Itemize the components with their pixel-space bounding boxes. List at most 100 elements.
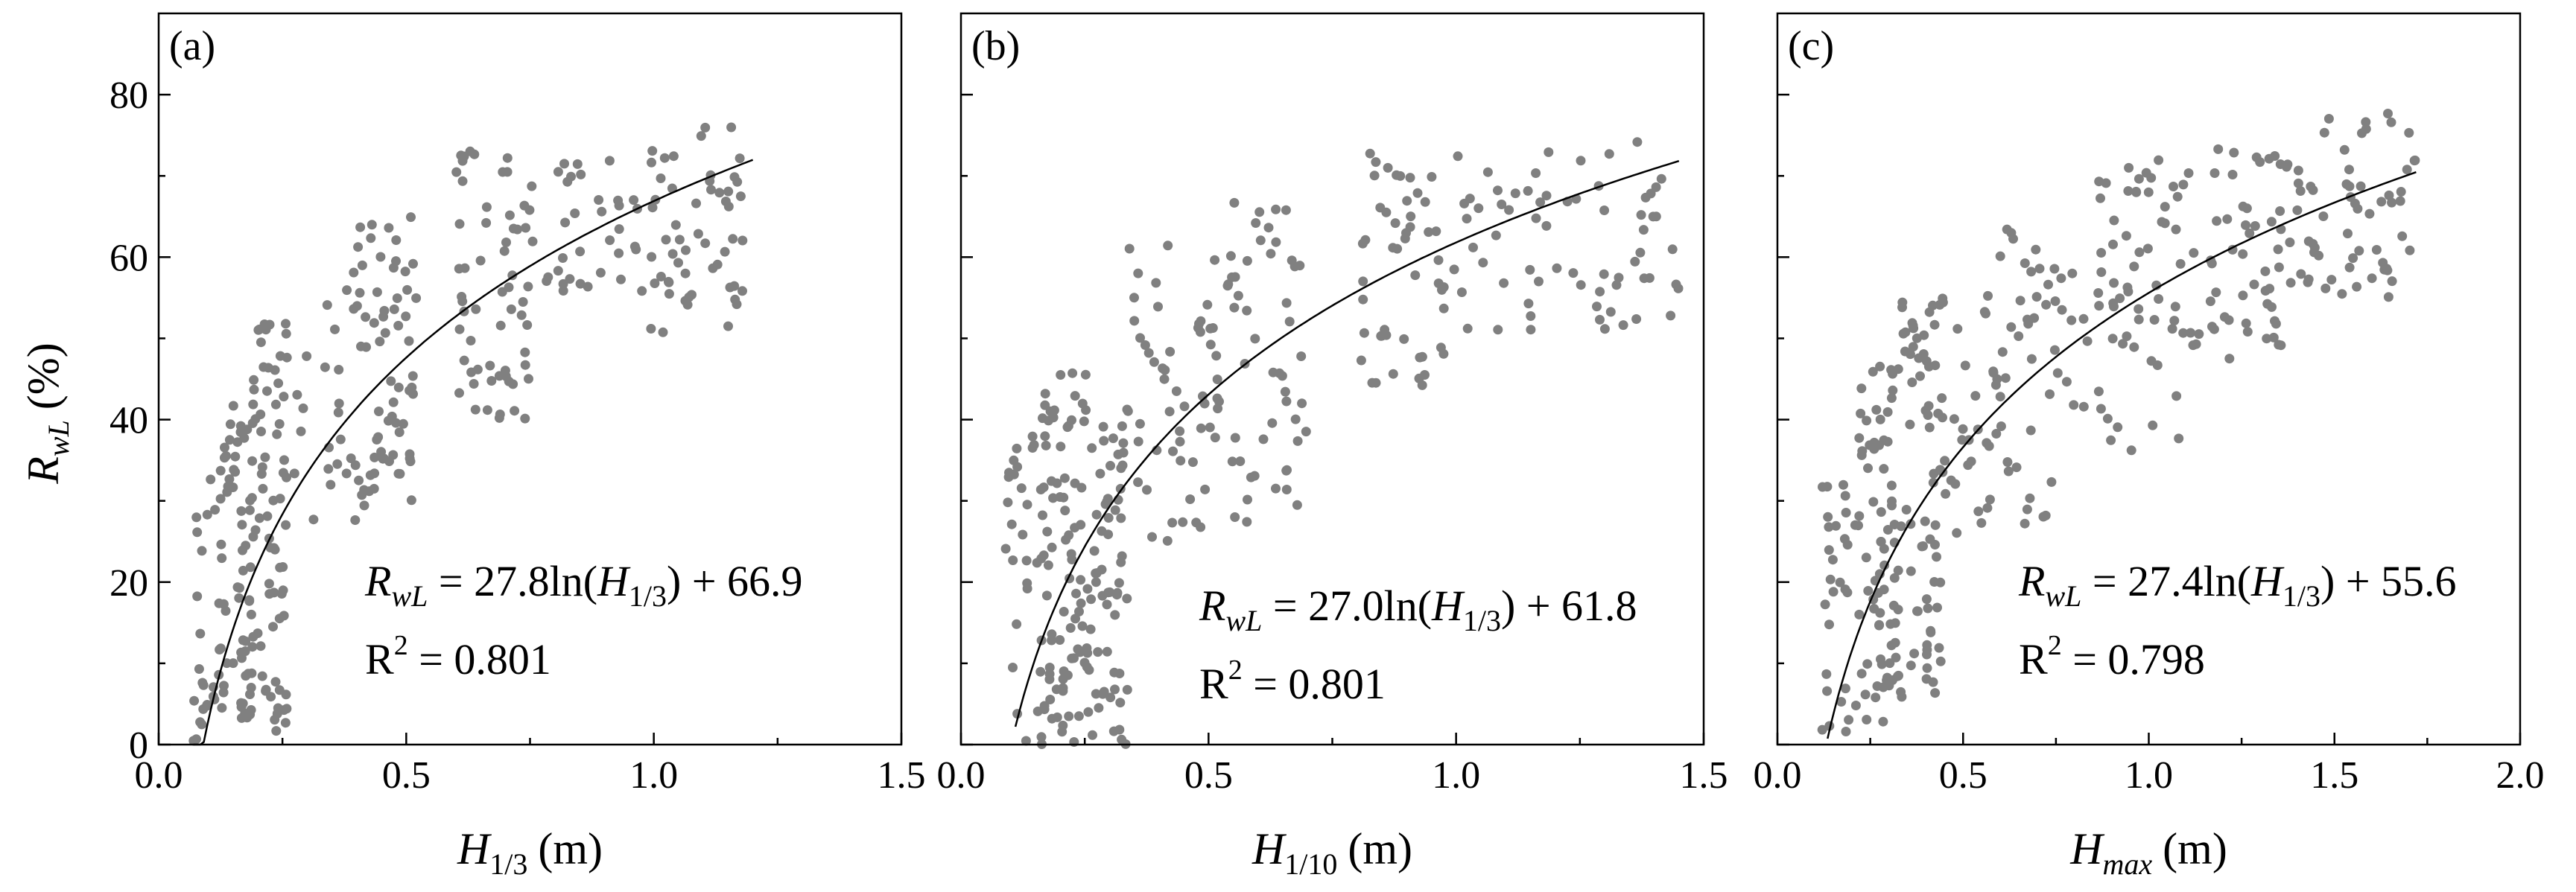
data-point	[1047, 713, 1057, 724]
data-point	[1917, 541, 1927, 552]
data-point	[302, 351, 312, 361]
data-point	[1921, 674, 1932, 684]
data-point	[1108, 726, 1119, 736]
data-point	[1854, 511, 1865, 521]
data-point	[1147, 532, 1157, 542]
data-point	[1176, 456, 1186, 466]
data-point	[1088, 730, 1097, 740]
data-point	[326, 480, 336, 490]
data-point	[1110, 610, 1120, 620]
data-point	[1044, 669, 1055, 679]
data-point	[2303, 236, 2314, 246]
scatter-points	[188, 122, 748, 746]
data-point	[616, 274, 626, 284]
data-point	[1862, 415, 1872, 426]
data-point	[454, 219, 465, 229]
data-point	[706, 185, 716, 195]
data-point	[238, 698, 248, 709]
data-point	[527, 181, 537, 191]
data-point	[1255, 235, 1266, 246]
data-point	[1080, 369, 1091, 380]
data-point	[224, 435, 235, 445]
data-point	[1840, 684, 1850, 694]
data-point	[1089, 546, 1100, 556]
data-point	[693, 229, 703, 239]
data-point	[2404, 127, 2414, 138]
data-point	[1878, 716, 1888, 727]
data-point	[219, 681, 229, 691]
data-point	[1115, 698, 1126, 708]
data-point	[2143, 187, 2154, 197]
data-point	[1051, 684, 1062, 695]
data-point	[2171, 391, 2182, 401]
data-point	[350, 460, 361, 471]
data-point	[1882, 407, 1893, 417]
data-point	[456, 150, 466, 161]
data-point	[1168, 446, 1178, 456]
data-point	[342, 285, 352, 296]
data-point	[1929, 577, 1940, 587]
data-point	[471, 304, 481, 314]
data-point	[664, 277, 674, 287]
data-point	[249, 384, 259, 395]
data-point	[1639, 273, 1649, 284]
data-point	[2383, 109, 2393, 118]
data-point	[1909, 649, 1920, 659]
data-point	[2154, 294, 2164, 304]
data-point	[1082, 584, 1093, 594]
data-point	[520, 347, 530, 357]
data-point	[570, 208, 580, 218]
data-point	[270, 715, 280, 725]
data-point	[1525, 264, 1535, 275]
panel-label: (b)	[971, 23, 1020, 69]
data-point	[2361, 117, 2371, 127]
data-point	[271, 726, 282, 736]
data-point	[1102, 599, 1112, 610]
data-point	[1047, 635, 1057, 646]
data-point	[1083, 707, 1094, 717]
data-point	[1907, 377, 1917, 387]
data-point	[355, 222, 366, 232]
data-point	[1937, 393, 1947, 404]
data-point	[1048, 493, 1059, 503]
data-point	[1076, 482, 1087, 493]
data-point	[1885, 658, 1895, 669]
data-point	[2320, 283, 2331, 293]
data-point	[356, 341, 366, 351]
data-point	[256, 337, 266, 348]
data-point	[2011, 462, 2022, 473]
data-point	[1604, 149, 1614, 159]
data-point	[2096, 193, 2105, 203]
data-point	[393, 382, 404, 392]
data-point	[194, 664, 204, 674]
data-point	[407, 371, 418, 381]
data-point	[349, 267, 359, 278]
data-point	[218, 687, 229, 698]
data-point	[245, 495, 256, 506]
data-point	[2344, 262, 2355, 273]
data-point	[1415, 352, 1425, 363]
data-point	[1667, 244, 1678, 255]
data-point	[2169, 316, 2180, 326]
data-point	[2293, 165, 2303, 176]
data-point	[2015, 296, 2025, 306]
data-point	[2046, 477, 2057, 487]
data-point	[268, 622, 278, 632]
data-point	[1493, 185, 1503, 196]
data-point	[2171, 224, 2181, 235]
data-point	[527, 236, 538, 246]
data-point	[2149, 315, 2160, 325]
data-point	[2273, 244, 2283, 255]
data-point	[279, 455, 289, 465]
data-point	[2113, 422, 2123, 433]
data-point	[614, 200, 624, 211]
data-point	[1162, 535, 1173, 546]
data-point	[228, 658, 238, 669]
data-point	[2285, 238, 2295, 247]
data-point	[2126, 445, 2136, 456]
data-point	[2211, 287, 2221, 298]
data-point	[459, 355, 469, 366]
data-point	[1435, 343, 1446, 353]
data-point	[1860, 689, 1871, 700]
data-point	[221, 606, 231, 616]
